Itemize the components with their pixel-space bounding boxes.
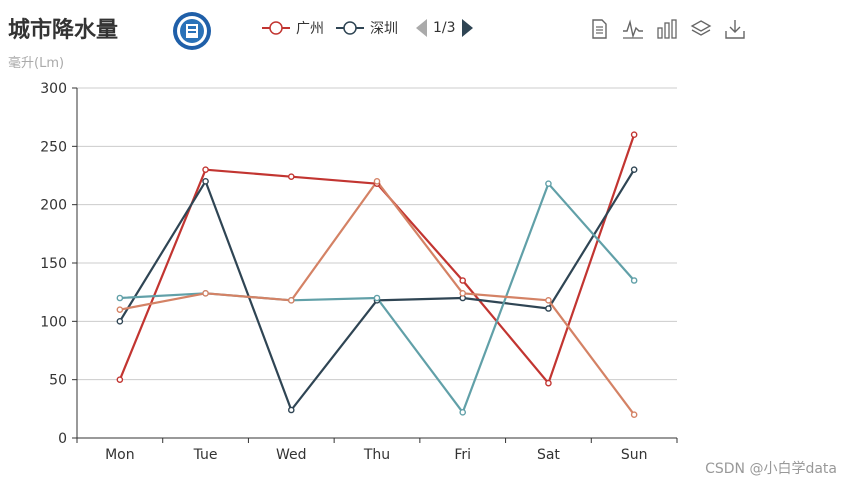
legend-next-icon[interactable]: [461, 19, 473, 37]
data-point: [373, 294, 381, 302]
x-tick-label: Tue: [193, 447, 218, 463]
watermark: CSDN @小白学data: [705, 461, 837, 477]
data-point: [116, 318, 124, 325]
legend-page-indicator: 1/3: [433, 20, 456, 36]
data-point: [545, 305, 552, 312]
x-tick-label: Fri: [454, 447, 471, 463]
x-tick-label: Thu: [363, 447, 390, 463]
data-view-icon[interactable]: [588, 18, 610, 40]
legend-item-guangzhou[interactable]: 广州: [262, 18, 324, 38]
legend-pager: 1/3: [416, 19, 473, 37]
x-tick-label: Sat: [537, 447, 560, 463]
data-point: [202, 166, 209, 173]
x-tick-label: Wed: [276, 447, 307, 463]
data-point: [545, 379, 552, 387]
data-point: [287, 297, 295, 304]
y-tick-label: 50: [49, 373, 67, 389]
y-tick-label: 150: [40, 256, 67, 272]
legend-item-shenzhen[interactable]: 深圳: [336, 18, 398, 38]
y-tick-label: 200: [40, 198, 67, 214]
legend-marker-icon: [336, 21, 364, 35]
data-point: [459, 290, 467, 297]
data-point: [373, 178, 381, 185]
data-point: [116, 306, 124, 313]
series-line-2: [118, 169, 636, 412]
university-logo: [173, 12, 211, 50]
data-point: [116, 376, 124, 383]
save-image-icon[interactable]: [724, 18, 746, 40]
chart-title: 城市降水量: [8, 18, 119, 43]
y-tick-label: 250: [40, 139, 67, 155]
data-point: [630, 166, 638, 173]
data-point: [630, 411, 638, 418]
data-point: [459, 277, 467, 284]
data-point: [459, 409, 467, 416]
y-tick-label: 0: [58, 431, 67, 447]
data-point: [545, 180, 552, 187]
data-point: [202, 290, 209, 297]
data-point: [202, 178, 209, 185]
x-tick-label: Mon: [105, 447, 135, 463]
bar-chart-icon[interactable]: [656, 18, 678, 40]
data-point: [630, 131, 638, 138]
legend-marker-icon: [262, 21, 290, 35]
chart-subtitle: 毫升(Lm): [8, 56, 65, 71]
legend-prev-icon[interactable]: [416, 19, 427, 37]
data-point: [287, 173, 295, 180]
data-point: [116, 294, 124, 302]
x-tick-label: Sun: [621, 447, 648, 463]
y-tick-label: 300: [40, 81, 67, 97]
stack-icon[interactable]: [690, 18, 712, 40]
chart-legend: 广州 深圳 1/3: [262, 14, 473, 42]
legend-label: 广州: [296, 21, 324, 37]
data-point: [630, 277, 638, 284]
legend-label: 深圳: [370, 21, 398, 37]
line-chart-icon[interactable]: [622, 18, 644, 40]
chart-toolbox: [588, 18, 746, 40]
data-point: [287, 406, 295, 414]
y-tick-label: 100: [40, 314, 67, 330]
data-point: [545, 297, 552, 304]
series-line-1: [118, 134, 636, 385]
